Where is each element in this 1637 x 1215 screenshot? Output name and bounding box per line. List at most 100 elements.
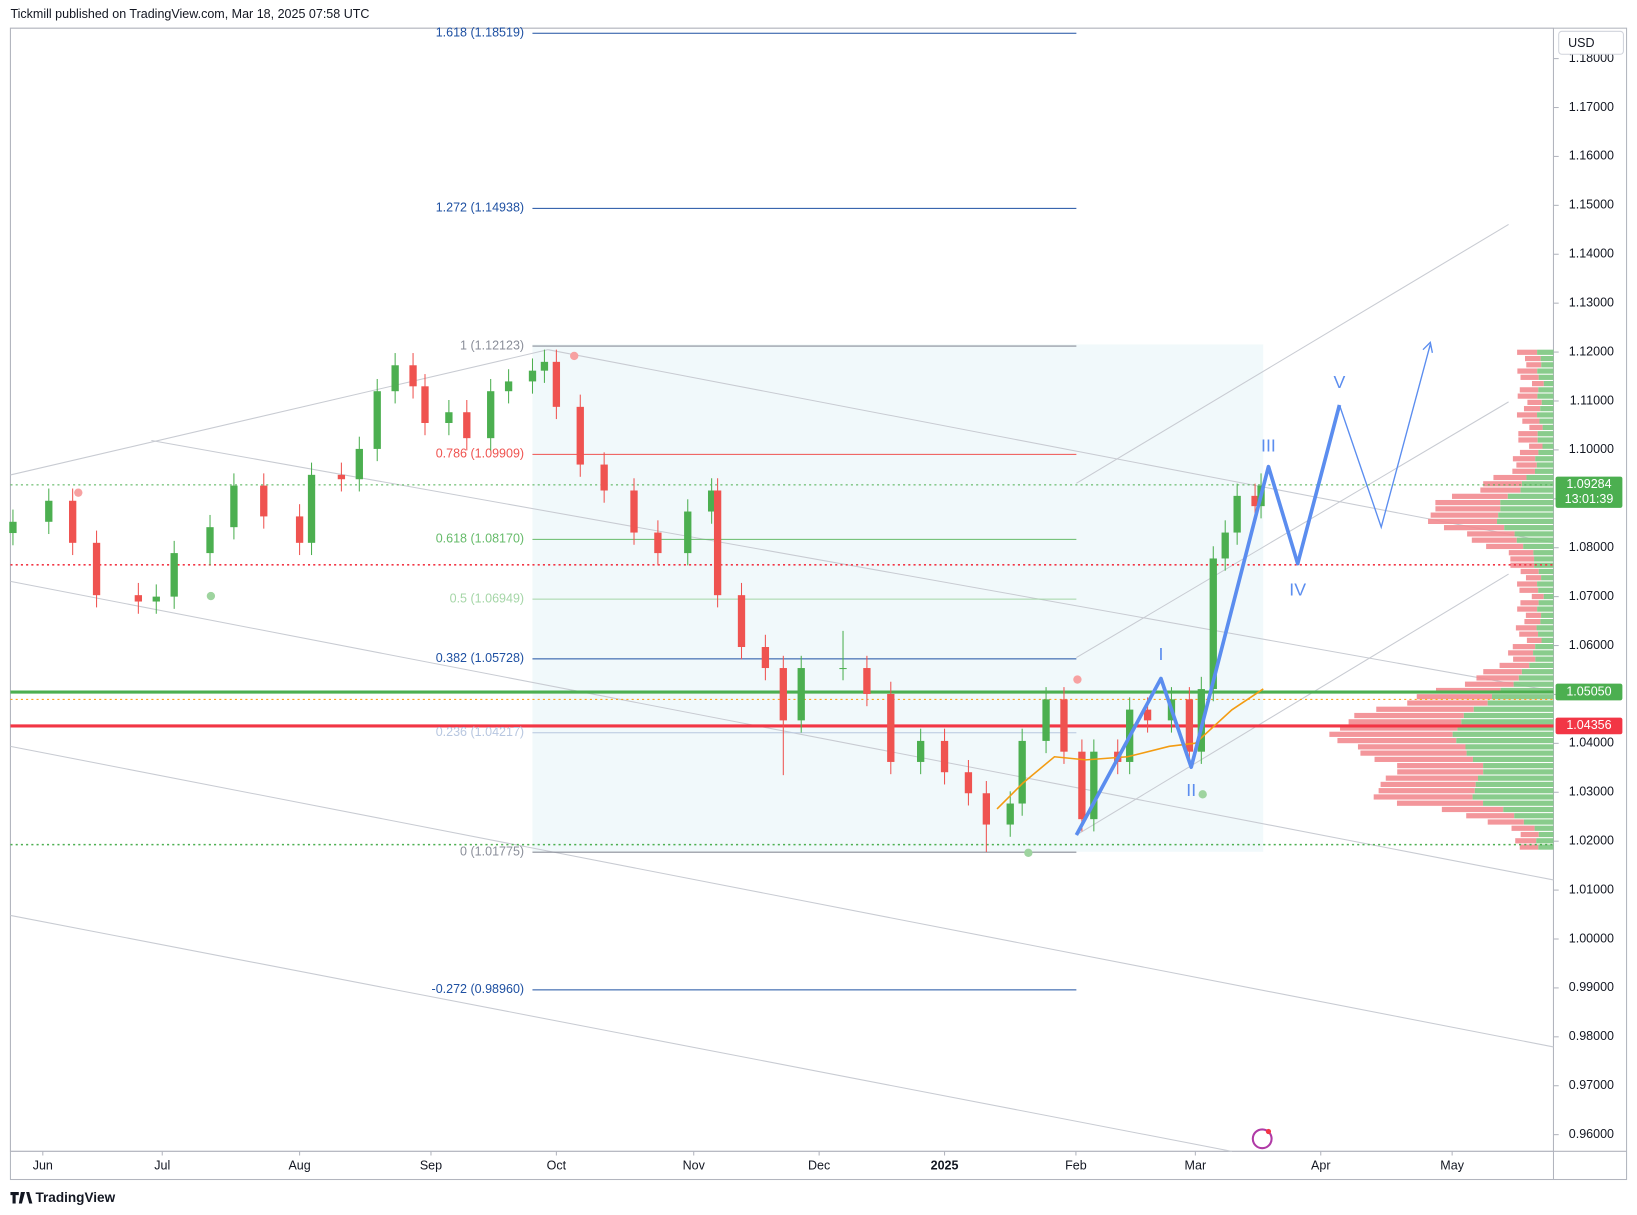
volume-profile-bar (1537, 431, 1554, 437)
candle-body (307, 474, 316, 543)
volume-profile-bar (1518, 675, 1554, 681)
candle-body (713, 490, 722, 596)
candle-body (1209, 558, 1217, 690)
currency: USD (1568, 36, 1594, 50)
volume-profile-bar (1534, 562, 1554, 568)
volume-profile-bar (1520, 568, 1539, 575)
volume-profile-bar (1522, 418, 1540, 424)
volume-profile-bar (1385, 775, 1479, 781)
volume-profile-bar (1380, 781, 1476, 788)
volume-profile-bar (1541, 612, 1554, 618)
candle-body (916, 740, 925, 762)
volume-profile (1329, 349, 1554, 850)
channel-line (10, 580, 1554, 881)
volume-profile-bar (1491, 694, 1554, 700)
outer-border (9, 27, 1628, 1181)
candle-body (1251, 495, 1259, 507)
signal-dot (570, 351, 579, 361)
volume-profile-bar (1537, 393, 1554, 399)
volume-profile-bar (1537, 349, 1554, 355)
volume-profile-bar (1535, 456, 1554, 462)
volume-profile-bar (1538, 587, 1554, 593)
price-tag-label: 1.05050 (1566, 684, 1611, 698)
candle-body (1078, 751, 1086, 820)
x-tick-label: Dec (808, 1158, 830, 1172)
volume-profile-bar (1510, 556, 1535, 562)
volume-profile-bar (1473, 706, 1554, 712)
volume-profile-bar (1486, 543, 1524, 550)
volume-profile-bar (1518, 437, 1538, 443)
x-tick-label: Jun (33, 1158, 53, 1172)
volume-profile-bar (1525, 355, 1541, 362)
wave-label: II (1186, 780, 1196, 800)
volume-profile-bar (1537, 368, 1554, 374)
volume-profile-bar (1471, 537, 1517, 543)
y-tick-label: 1.16000 (1569, 149, 1614, 163)
volume-profile-bar (1500, 499, 1554, 506)
logo (10, 1192, 33, 1204)
y-tick-label: 1.10000 (1569, 442, 1614, 456)
volume-profile-bar (1517, 581, 1538, 587)
candle-body (1060, 699, 1068, 752)
candle-body (1221, 532, 1229, 559)
candle-body (576, 406, 584, 465)
volume-profile-bar (1463, 712, 1554, 719)
candle-body (707, 490, 716, 512)
candle-body (92, 542, 101, 596)
candle-body (1006, 803, 1014, 825)
footer: TradingView (35, 1190, 115, 1205)
candle-body (552, 361, 561, 407)
volume-profile-bar (1512, 468, 1535, 474)
y-tick-label: 1.07000 (1569, 589, 1614, 603)
currency-box[interactable] (1558, 30, 1624, 55)
volume-profile-bar (1515, 625, 1537, 631)
y-tick-label: 0.96000 (1569, 1127, 1614, 1141)
moving-average (996, 688, 1264, 810)
volume-profile-bar (1329, 731, 1453, 737)
candle-body (487, 391, 495, 439)
volume-profile-bar (1525, 575, 1542, 581)
candle-body (1018, 740, 1026, 804)
candle-body (964, 772, 973, 794)
candle-body (940, 740, 949, 773)
candle-body (260, 485, 268, 517)
candle-body (337, 474, 346, 480)
x-tick-label: Oct (547, 1158, 567, 1172)
volume-profile-bar (1498, 512, 1554, 518)
volume-profile-bar (1511, 825, 1535, 831)
volume-profile-bar (1527, 399, 1542, 405)
y-tick-label: 1.04000 (1569, 736, 1614, 750)
volume-profile-bar (1407, 700, 1488, 706)
volume-profile-bar (1534, 468, 1554, 474)
volume-profile-bar (1539, 418, 1554, 424)
volume-profile-bar (1467, 531, 1515, 537)
volume-profile-bar (1456, 737, 1554, 744)
wave-label: V (1334, 372, 1346, 392)
volume-profile-bar (1538, 449, 1554, 456)
volume-profile-bar (1487, 700, 1554, 706)
event-icon[interactable] (1251, 1128, 1273, 1150)
y-tick-label: 1.17000 (1569, 100, 1614, 114)
candle-body (230, 485, 238, 528)
volume-profile-bar (1397, 769, 1484, 775)
volume-profile-bar (1541, 399, 1554, 405)
volume-profile-bar (1465, 744, 1554, 750)
candle-body (1185, 699, 1194, 752)
candle-body (170, 553, 178, 597)
event-icon-dot (1265, 1128, 1272, 1135)
volume-profile-bar (1541, 362, 1554, 368)
volume-profile-bar (1396, 800, 1484, 806)
volume-profile-bar (1537, 606, 1554, 612)
volume-profile-bar (1376, 706, 1474, 712)
candle-body (761, 647, 770, 669)
y-tick-label: 1.12000 (1569, 344, 1614, 358)
candle-body (463, 412, 471, 439)
candle-body (152, 596, 160, 602)
volume-profile-bar (1373, 794, 1473, 800)
volume-profile-bar (1516, 537, 1554, 543)
volume-profile-bar (1533, 550, 1554, 556)
volume-profile-bar (1340, 725, 1458, 731)
volume-profile-bar (1357, 744, 1466, 750)
volume-profile-bar (1451, 493, 1508, 499)
